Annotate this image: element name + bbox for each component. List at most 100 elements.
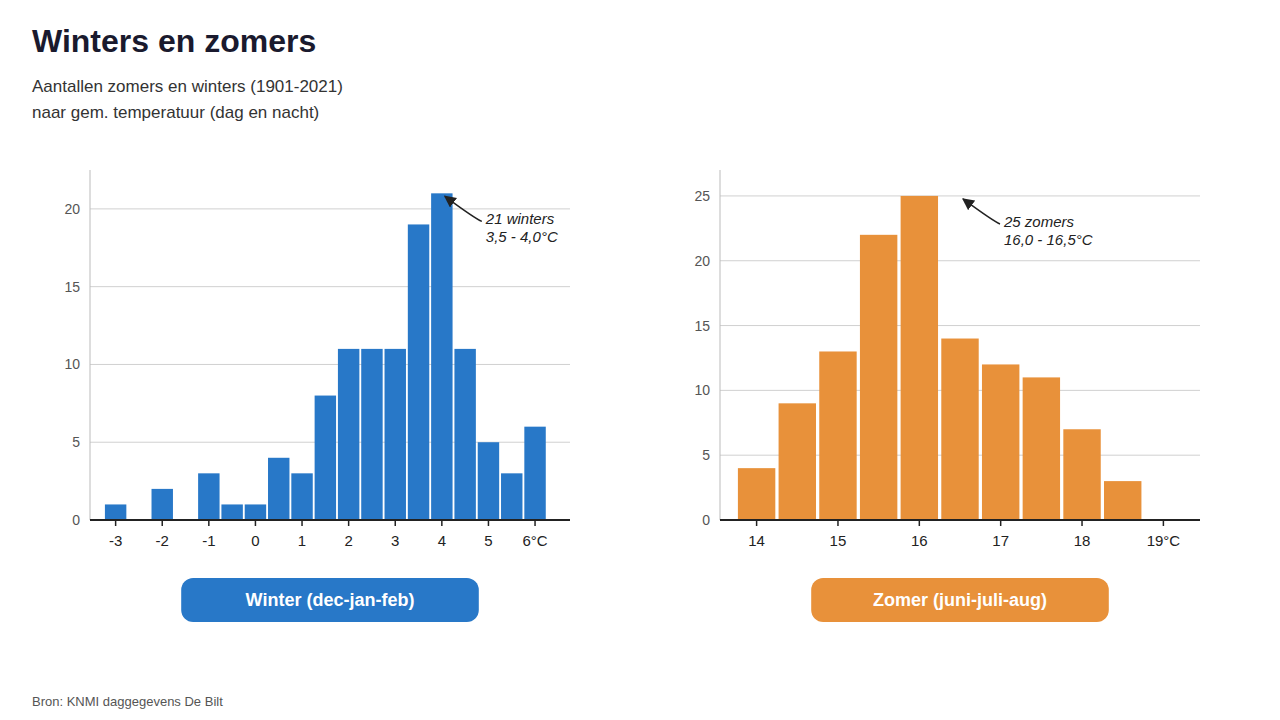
chart-label: Zomer (juni-juli-aug) <box>873 590 1047 610</box>
source: Bron: KNMI daggegevens De Bilt <box>32 694 223 709</box>
grid-line <box>720 520 1200 521</box>
y-tick-label: 10 <box>694 382 710 398</box>
bar <box>221 504 242 520</box>
grid-line <box>90 286 570 287</box>
x-tick-label: 4 <box>438 532 446 549</box>
x-axis-line <box>720 519 1200 521</box>
x-tick-label: 16 <box>911 532 928 549</box>
annotation-arrow <box>445 196 482 221</box>
subtitle: naar gem. temperatuur (dag en nacht) <box>32 103 319 122</box>
grid-line <box>90 208 570 209</box>
x-tick-label: 17 <box>992 532 1009 549</box>
bar <box>431 193 452 520</box>
bar <box>338 349 359 520</box>
y-tick-label: 25 <box>694 188 710 204</box>
bar <box>105 504 126 520</box>
bar <box>738 468 775 520</box>
bar <box>198 473 219 520</box>
x-tick-label: 0 <box>251 532 259 549</box>
figure: Winters en zomers Aantallen zomers en win… <box>0 0 1280 720</box>
y-tick-label: 0 <box>702 512 710 528</box>
bar <box>454 349 475 520</box>
grid-line <box>90 364 570 365</box>
y-tick-label: 15 <box>64 279 80 295</box>
grid-line <box>720 260 1200 261</box>
x-tick-label: 19°C <box>1147 532 1181 549</box>
bar <box>901 196 938 520</box>
chart-label: Winter (dec-jan-feb) <box>246 590 415 610</box>
annotation-line: 16,0 - 16,5°C <box>1004 231 1093 248</box>
bar <box>291 473 312 520</box>
bar <box>478 442 499 520</box>
x-tick-label: 15 <box>830 532 847 549</box>
x-tick <box>394 520 396 526</box>
bar <box>385 349 406 520</box>
y-tick-label: 20 <box>694 253 710 269</box>
title: Winters en zomers <box>32 23 316 59</box>
annotation-line: 3,5 - 4,0°C <box>486 228 558 245</box>
x-tick <box>1081 520 1083 526</box>
y-tick-label: 15 <box>694 318 710 334</box>
x-tick-label: 2 <box>344 532 352 549</box>
annotation: 25 zomers16,0 - 16,5°C <box>1003 213 1093 248</box>
bar <box>524 427 545 520</box>
y-tick-label: 10 <box>64 356 80 372</box>
bars <box>738 196 1142 520</box>
x-tick-label: 18 <box>1074 532 1091 549</box>
grid-line <box>720 325 1200 326</box>
annotation-line: 25 zomers <box>1003 213 1075 230</box>
x-tick <box>837 520 839 526</box>
bar <box>245 504 266 520</box>
x-tick-label: 1 <box>298 532 306 549</box>
bar <box>268 458 289 520</box>
x-tick <box>301 520 303 526</box>
x-tick <box>255 520 257 526</box>
bar <box>819 351 856 520</box>
bar <box>501 473 522 520</box>
x-tick-label: -3 <box>109 532 122 549</box>
bar <box>152 489 173 520</box>
x-tick <box>441 520 443 526</box>
x-tick <box>348 520 350 526</box>
bar <box>941 339 978 520</box>
y-tick-label: 5 <box>72 434 80 450</box>
annotation: 21 winters3,5 - 4,0°C <box>485 210 558 245</box>
x-tick <box>1163 520 1165 526</box>
x-tick <box>919 520 921 526</box>
y-tick-label: 20 <box>64 201 80 217</box>
x-tick-label: -2 <box>156 532 169 549</box>
bar <box>1104 481 1141 520</box>
label-button <box>811 578 1109 622</box>
bar <box>315 396 336 520</box>
subtitle: Aantallen zomers en winters (1901-2021) <box>32 77 343 96</box>
y-tick-label: 0 <box>72 512 80 528</box>
x-tick <box>756 520 758 526</box>
y-axis-line <box>720 170 721 520</box>
bar <box>1023 377 1060 520</box>
annotation-arrow <box>963 199 1000 224</box>
label-button <box>181 578 479 622</box>
x-tick-label: 5 <box>484 532 492 549</box>
y-tick-label: 5 <box>702 447 710 463</box>
bar <box>982 364 1019 520</box>
bar <box>779 403 816 520</box>
x-tick <box>208 520 210 526</box>
x-tick-label: 3 <box>391 532 399 549</box>
x-tick-label: 14 <box>748 532 765 549</box>
x-tick <box>534 520 536 526</box>
panel: 0 5 10 15 20 25 14 15 16 17 18 19°C 25 zomers16,0 - … <box>694 170 1200 622</box>
x-tick <box>161 520 163 526</box>
x-tick-label: 6°C <box>522 532 547 549</box>
y-axis-line <box>90 170 91 520</box>
bar <box>408 224 429 520</box>
x-tick <box>1000 520 1002 526</box>
bars <box>105 193 546 520</box>
x-tick <box>488 520 490 526</box>
bar <box>1063 429 1100 520</box>
x-tick <box>115 520 117 526</box>
bar <box>860 235 897 520</box>
x-tick-label: -1 <box>202 532 215 549</box>
bar <box>361 349 382 520</box>
panel: 0 5 10 15 20 -3 -2 -1 0 1 2 3 4 5 6°C 21 winters3,5 - 4… <box>64 170 570 622</box>
annotation-line: 21 winters <box>485 210 555 227</box>
